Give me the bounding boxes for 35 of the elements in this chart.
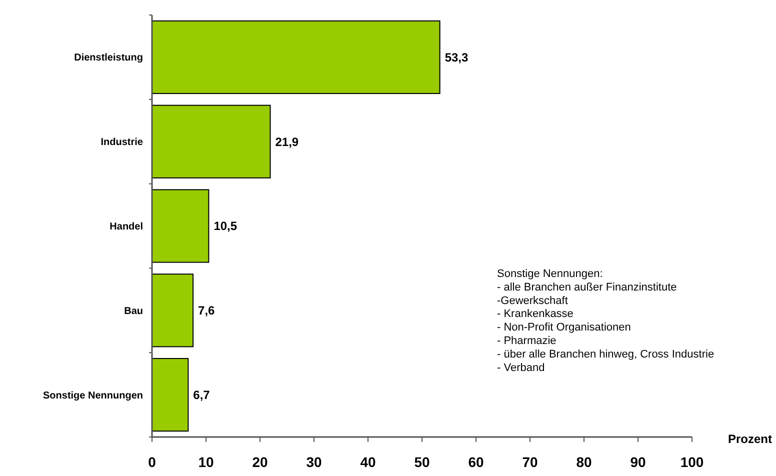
x-axis-title: Prozent bbox=[728, 432, 772, 446]
bar bbox=[152, 189, 210, 263]
bar bbox=[152, 20, 440, 94]
annotation: - Krankenkasse bbox=[497, 308, 574, 320]
annotation: -Gewerkschaft bbox=[497, 294, 568, 307]
y-tick-label: Bau bbox=[124, 306, 143, 317]
y-tick-label: Sonstige Nennungen bbox=[43, 390, 143, 402]
annotation: - alle Branchen außer Finanzinstitute bbox=[497, 281, 677, 294]
bar bbox=[152, 274, 194, 348]
y-tick-label: Handel bbox=[110, 222, 144, 232]
x-tick-label: 50 bbox=[414, 454, 430, 470]
x-tick-label: 10 bbox=[198, 454, 214, 470]
annotation: - Non-Profit Organisationen bbox=[497, 322, 631, 334]
x-tick-label: 90 bbox=[630, 454, 646, 470]
bar bbox=[152, 358, 189, 432]
annotation: Sonstige Nennungen: bbox=[497, 268, 603, 280]
data-label: 53,3 bbox=[444, 50, 468, 64]
x-tick-label: 100 bbox=[680, 454, 704, 470]
x-tick-label: 20 bbox=[252, 454, 268, 470]
x-tick-label: 0 bbox=[148, 454, 156, 470]
x-tick-label: 70 bbox=[522, 454, 538, 470]
y-tick-label: Dienstleistung bbox=[74, 52, 143, 64]
annotation: - Pharmazie bbox=[497, 335, 556, 347]
data-label: 10,5 bbox=[214, 219, 238, 234]
annotation: - über alle Branchen hinweg, Cross Industrie bbox=[497, 348, 714, 360]
data-label: 21,9 bbox=[275, 134, 299, 149]
data-label: 6,7 bbox=[193, 388, 210, 402]
bar bbox=[152, 104, 271, 178]
data-label: 7,6 bbox=[198, 304, 216, 318]
x-tick-label: 80 bbox=[576, 454, 592, 470]
x-tick-label: 30 bbox=[306, 454, 322, 470]
annotation: - Verband bbox=[497, 362, 545, 374]
y-tick-label: Industrie bbox=[100, 137, 144, 148]
x-tick-label: 40 bbox=[360, 454, 376, 470]
x-tick-label: 60 bbox=[468, 454, 484, 470]
